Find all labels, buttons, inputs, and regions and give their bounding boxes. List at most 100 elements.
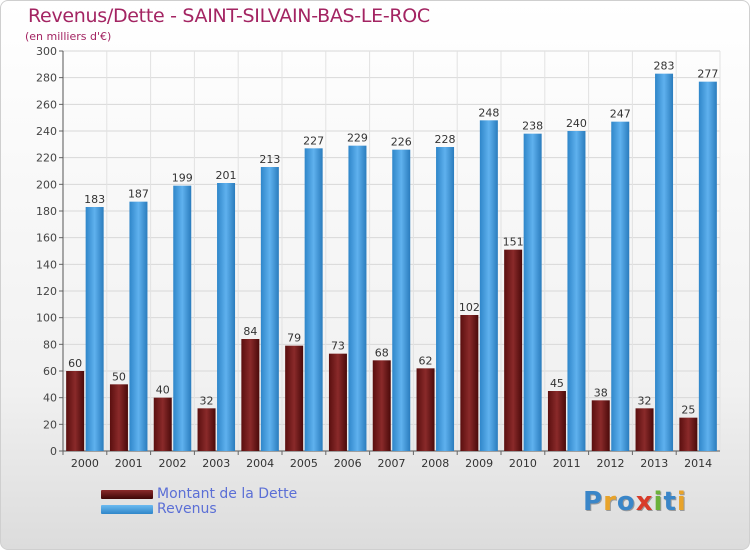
bar-debt [153, 397, 172, 451]
bar-debt [372, 360, 391, 451]
x-tick-label: 2004 [246, 457, 274, 470]
y-tick-label: 180 [36, 205, 57, 218]
x-tick-label: 2005 [290, 457, 318, 470]
legend-swatch-debt [101, 490, 153, 499]
data-label-debt: 62 [419, 354, 433, 367]
bar-debt [328, 353, 347, 451]
bar-revenue [436, 147, 455, 451]
y-tick-label: 80 [43, 338, 57, 351]
legend-item-revenue: Revenus [101, 502, 297, 517]
y-tick-label: 280 [36, 72, 57, 85]
bar-debt [635, 408, 654, 451]
legend-item-debt: Montant de la Dette [101, 487, 297, 502]
grid-lines [62, 50, 721, 452]
x-tick-label: 2007 [378, 457, 406, 470]
bar-debt [591, 400, 610, 451]
data-label-debt: 79 [287, 332, 301, 345]
y-tick-label: 0 [50, 445, 57, 458]
x-tick-label: 2003 [202, 457, 230, 470]
chart-subtitle: (en milliers d'€) [25, 30, 112, 43]
y-tick-label: 300 [36, 45, 57, 58]
data-label-revenue: 227 [303, 134, 324, 147]
y-tick-label: 140 [36, 258, 57, 271]
logo-letter: o [616, 487, 636, 517]
legend-label-debt: Montant de la Dette [157, 486, 298, 502]
bar-revenue [129, 201, 148, 451]
x-tick-label: 2014 [684, 457, 712, 470]
y-tick-label: 120 [36, 285, 57, 298]
logo-letter: t [663, 487, 677, 517]
bar-debt [460, 315, 479, 451]
x-tick-label: 2006 [334, 457, 362, 470]
y-tick-label: 60 [43, 365, 57, 378]
x-tick-label: 2013 [640, 457, 668, 470]
data-label-revenue: 247 [610, 108, 631, 121]
bar-revenue [479, 120, 498, 451]
bars [66, 73, 717, 452]
chart-title: Revenus/Dette - SAINT-SILVAIN-BAS-LE-ROC [28, 5, 430, 27]
data-label-debt: 68 [375, 346, 389, 359]
proxiti-logo: Proxiti [583, 487, 687, 517]
data-label-debt: 45 [550, 377, 564, 390]
bar-revenue [304, 148, 323, 452]
bar-debt [679, 417, 698, 451]
data-label-revenue: 187 [128, 188, 149, 201]
bar-debt [197, 408, 216, 451]
bar-revenue [567, 131, 586, 451]
data-label-revenue: 183 [84, 193, 105, 206]
bar-debt [241, 339, 260, 451]
bar-revenue [392, 149, 411, 451]
y-tick-label: 240 [36, 125, 57, 138]
data-label-revenue: 283 [654, 60, 675, 73]
data-label-debt: 84 [243, 325, 257, 338]
data-label-revenue: 228 [435, 133, 456, 146]
data-label-revenue: 240 [566, 117, 587, 130]
y-tick-label: 100 [36, 312, 57, 325]
data-label-revenue: 226 [391, 136, 412, 149]
bar-revenue [217, 183, 236, 451]
bar-revenue [260, 167, 279, 451]
logo-letter: r [603, 487, 617, 517]
bar-debt [504, 249, 523, 451]
data-label-debt: 32 [200, 394, 214, 407]
data-label-debt: 60 [68, 357, 82, 370]
data-label-debt: 102 [459, 301, 480, 314]
y-tick-label: 200 [36, 178, 57, 191]
y-tick-label: 160 [36, 232, 57, 245]
bar-debt [109, 384, 128, 451]
data-label-revenue: 229 [347, 132, 368, 145]
data-labels: 60 50 40 32 84 79 73 68 62 102 151 45 38 32 25 183 187 19… [68, 60, 718, 417]
bar-revenue [523, 133, 542, 451]
x-tick-label: 2012 [597, 457, 625, 470]
x-tick-label: 2001 [115, 457, 143, 470]
bar-revenue [85, 207, 104, 451]
x-tick-label: 2011 [553, 457, 581, 470]
legend-label-revenue: Revenus [157, 501, 217, 517]
x-tick-label: 2010 [509, 457, 537, 470]
y-tick-label: 220 [36, 152, 57, 165]
legend: Montant de la Dette Revenus [101, 487, 297, 517]
bar-debt [547, 391, 566, 451]
y-tick-label: 260 [36, 98, 57, 111]
y-tick-label: 40 [43, 392, 57, 405]
data-label-revenue: 201 [216, 169, 237, 182]
data-label-revenue: 238 [522, 120, 543, 133]
data-label-debt: 50 [112, 370, 126, 383]
bar-revenue [611, 121, 630, 452]
data-label-revenue: 213 [259, 153, 280, 166]
data-label-revenue: 248 [478, 106, 499, 119]
logo-letter: i [676, 487, 687, 517]
logo-letter: i [653, 487, 664, 517]
bar-revenue [173, 185, 192, 451]
y-tick-label: 20 [43, 418, 57, 431]
data-label-revenue: 277 [697, 68, 718, 81]
axes: 0 20 40 60 80 100 120 140 160 180 200 220 240 260 280 3… [36, 45, 720, 470]
bar-debt [66, 371, 85, 451]
x-tick-label: 2000 [71, 457, 99, 470]
data-label-debt: 32 [638, 394, 652, 407]
logo-letter: x [635, 487, 654, 517]
data-label-debt: 151 [503, 236, 524, 249]
bar-revenue [698, 81, 717, 452]
data-label-debt: 25 [681, 404, 695, 417]
